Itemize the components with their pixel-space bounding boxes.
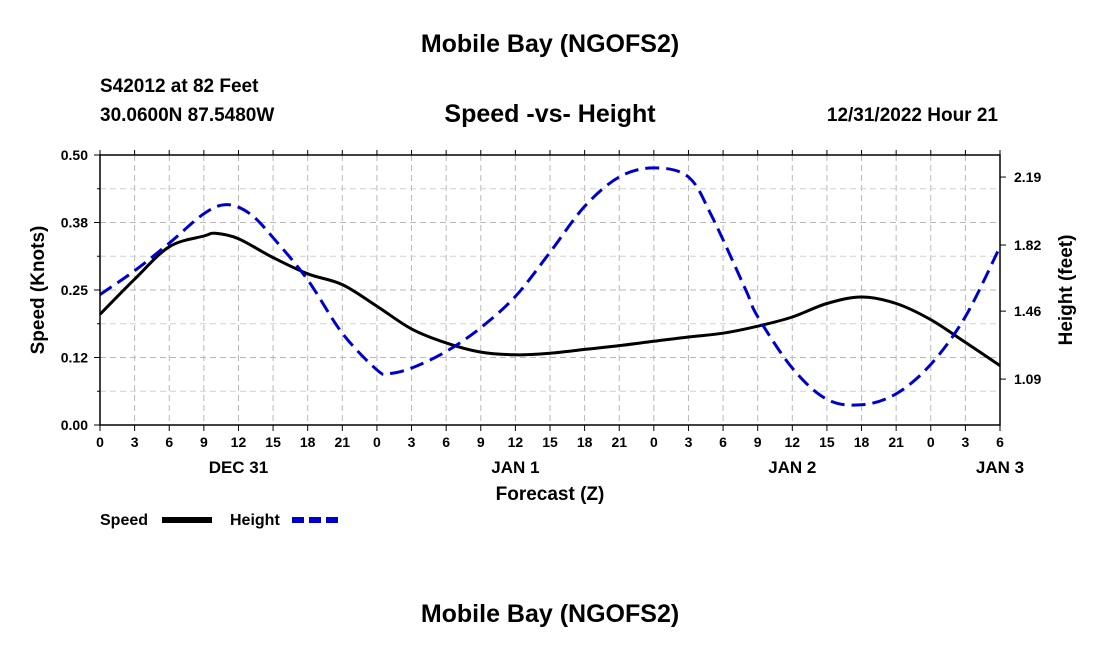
y2-axis-title: Height (feet) — [1056, 235, 1077, 346]
x-tick-label: 9 — [477, 434, 485, 450]
x-tick-label: 12 — [508, 434, 524, 450]
x-tick-label: 15 — [819, 434, 835, 450]
x-tick-label: 9 — [200, 434, 208, 450]
x-tick-label: 0 — [927, 434, 935, 450]
right-axis-ticks — [1000, 176, 1006, 380]
bottom-title: Mobile Bay (NGOFS2) — [420, 600, 680, 628]
y2-tick-label: 1.82 — [1014, 237, 1041, 253]
y2-tick-label: 1.09 — [1014, 371, 1041, 387]
day-label: JAN 3 — [976, 458, 1024, 477]
legend-label-speed: Speed — [100, 512, 148, 529]
x-tick-label: 0 — [373, 434, 381, 450]
x-tick-label: 21 — [888, 434, 904, 450]
y-tick-label: 0.12 — [61, 350, 88, 366]
x-tick-label: 21 — [611, 434, 627, 450]
left-axis-ticks — [94, 154, 100, 426]
x-tick-label: 12 — [231, 434, 247, 450]
x-tick-label: 18 — [854, 434, 870, 450]
x-tick-label: 18 — [577, 434, 593, 450]
x-tick-label: 18 — [300, 434, 316, 450]
station-label: S42012 at 82 Feet — [100, 76, 259, 97]
x-tick-label: 0 — [650, 434, 658, 450]
y-tick-label: 0.50 — [61, 147, 88, 163]
datetime-label: 12/31/2022 Hour 21 — [826, 105, 998, 126]
y2-tick-label: 1.46 — [1014, 303, 1041, 319]
data-lines — [98, 166, 1002, 407]
x-tick-label: 6 — [719, 434, 727, 450]
x-axis-title: Forecast (Z) — [496, 484, 605, 505]
axis-labels: 0 3 6 9 12 15 18 21 0 3 6 9 12 15 18 21 0 3 6 9 12 15 18 21 0 3 6 D… — [61, 147, 1042, 477]
x-tick-label: 3 — [961, 434, 969, 450]
x-tick-label: 15 — [265, 434, 281, 450]
x-tick-label: 3 — [685, 434, 693, 450]
x-tick-label: 21 — [335, 434, 351, 450]
x-tick-label: 15 — [542, 434, 558, 450]
day-label: JAN 2 — [768, 458, 816, 477]
grid-lines — [100, 155, 1000, 425]
plot-frame — [99, 154, 1001, 426]
x-tick-label: 6 — [996, 434, 1004, 450]
series-line-height — [99, 166, 1002, 407]
day-label: JAN 1 — [491, 458, 539, 477]
legend-label-height: Height — [230, 512, 280, 529]
y-tick-label: 0.38 — [61, 215, 88, 231]
coordinates-label: 30.0600N 87.5480W — [100, 105, 275, 126]
x-tick-label: 12 — [785, 434, 801, 450]
x-tick-label: 6 — [165, 434, 173, 450]
x-axis-ticks — [99, 150, 1001, 431]
series-line-speed — [98, 231, 1001, 367]
x-tick-label: 6 — [442, 434, 450, 450]
x-tick-label: 3 — [131, 434, 139, 450]
day-label: DEC 31 — [209, 458, 269, 477]
x-tick-label: 3 — [408, 434, 416, 450]
chart-title: Mobile Bay (NGOFS2) — [420, 30, 680, 58]
legend: Speed Height — [100, 512, 342, 529]
y-tick-label: 0.25 — [61, 282, 88, 298]
x-tick-label: 0 — [96, 434, 104, 450]
y-axis-title: Speed (Knots) — [28, 226, 49, 355]
chart-subtitle: Speed -vs- Height — [444, 100, 656, 128]
y-tick-label: 0.00 — [61, 417, 88, 433]
y2-tick-label: 2.19 — [1014, 169, 1041, 185]
x-tick-label: 9 — [754, 434, 762, 450]
